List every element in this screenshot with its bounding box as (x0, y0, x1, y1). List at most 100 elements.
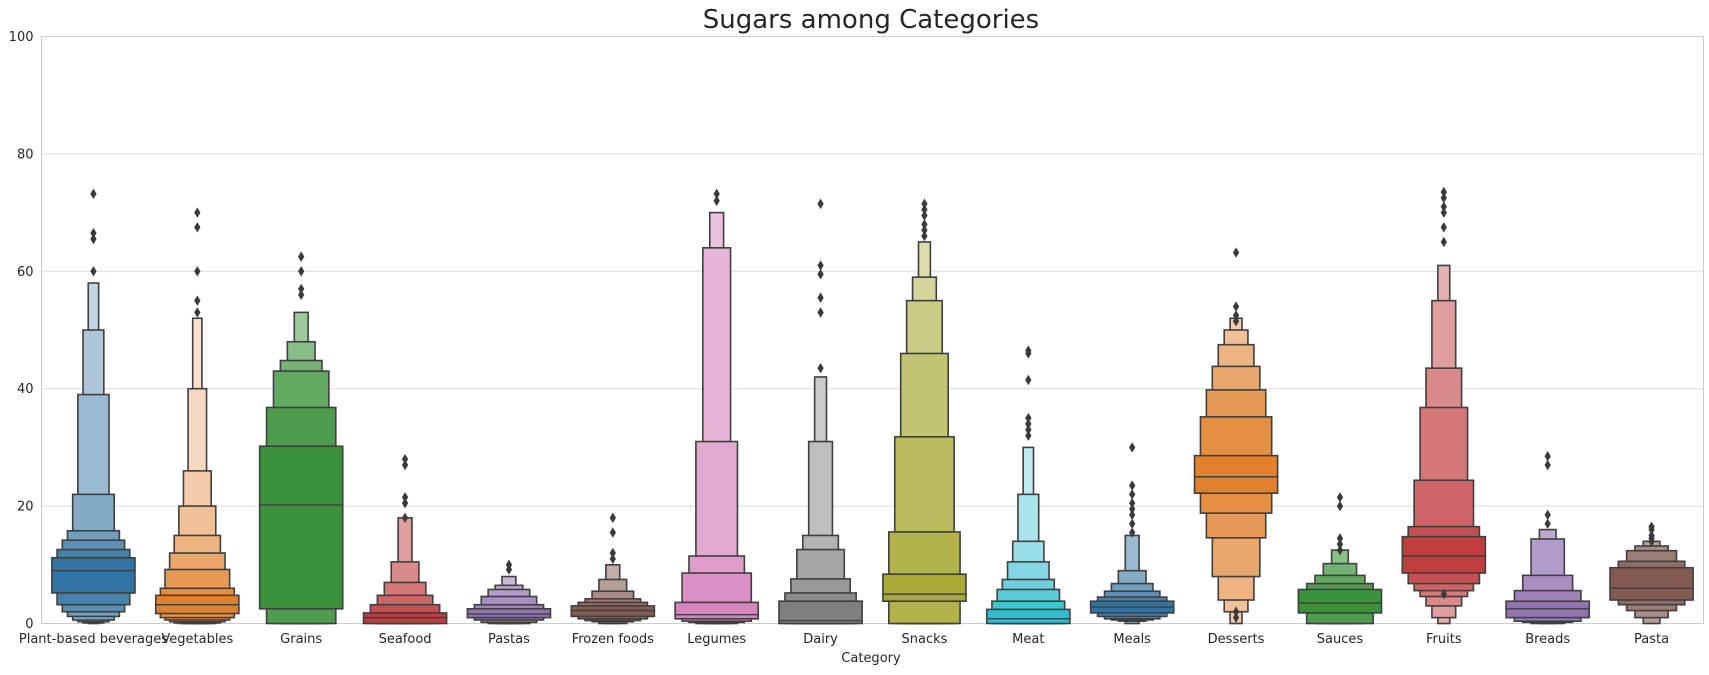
x-tick-label: Frozen foods (572, 632, 654, 647)
outlier-point (1544, 509, 1551, 521)
x-tick-label: Plant-based beverages (19, 632, 168, 647)
boxen-meat (985, 345, 1071, 625)
y-tick-label: 40 (17, 382, 34, 397)
outlier-point (1232, 612, 1240, 623)
outlier-point (1544, 459, 1551, 471)
boxen-box (1609, 566, 1694, 601)
x-tick-label: Sauces (1317, 632, 1364, 647)
boxen-fruits (1401, 186, 1487, 625)
x-tick-label: Snacks (901, 632, 947, 647)
outlier-point (817, 260, 824, 271)
boxen-box (1297, 588, 1383, 614)
y-tick-label: 0 (25, 617, 33, 632)
outlier-point (1336, 539, 1344, 550)
outlier-point (1025, 418, 1032, 430)
boxen-dairy (778, 198, 863, 625)
outlier-point (609, 547, 616, 559)
outlier-point (1232, 247, 1240, 258)
outlier-point (921, 230, 928, 242)
outlier-point (1336, 492, 1344, 503)
outlier-point (1129, 518, 1136, 529)
outlier-point (1025, 412, 1032, 424)
outlier-point (1129, 442, 1136, 453)
outlier-point (90, 227, 97, 239)
outlier-point (1025, 430, 1032, 441)
x-axis-label: Category (841, 651, 901, 666)
x-tick-label: Legumes (687, 632, 746, 647)
outlier-point (713, 195, 720, 207)
outlier-point (1129, 489, 1136, 500)
outlier-point (817, 198, 824, 209)
outlier-point (1544, 518, 1551, 529)
boxen-sauces (1297, 492, 1383, 625)
outlier-point (90, 266, 97, 277)
boxen-box (466, 608, 552, 619)
boxen-snacks (882, 198, 967, 625)
outlier-point (817, 307, 824, 318)
boxen-breads (1505, 451, 1591, 625)
outlier-point (1232, 301, 1240, 312)
outlier-point (1129, 509, 1136, 521)
outlier-point (298, 266, 305, 277)
boxen-box (882, 573, 967, 602)
outlier-point (1025, 424, 1032, 435)
outlier-point (194, 307, 201, 318)
plot-area-frame (41, 36, 1704, 624)
boxen-box (985, 608, 1071, 625)
x-tick-label: Dairy (803, 632, 838, 647)
y-tick-labels: 0 20 40 60 80 100 (9, 30, 34, 632)
chart-title: Sugars among Categories (703, 5, 1039, 35)
outlier-point (194, 207, 201, 218)
boxen-seafood (362, 453, 448, 625)
boxen-box (778, 600, 863, 625)
x-tick-label: Desserts (1208, 632, 1265, 647)
outlier-point (1232, 315, 1240, 327)
outlier-point (90, 233, 97, 245)
boxen-box (1193, 454, 1279, 494)
boxen-series (51, 186, 1694, 625)
boxen-frozen-foods (570, 512, 656, 625)
outlier-point (1648, 524, 1655, 535)
outlier-point (817, 362, 824, 374)
outlier-point (298, 251, 305, 262)
outlier-point (817, 292, 824, 303)
outlier-point (505, 564, 513, 575)
x-tick-label: Vegetables (161, 632, 233, 647)
outlier-point (1440, 222, 1447, 233)
outlier-point (1025, 374, 1032, 386)
boxen-plant-based-beverages (51, 188, 136, 625)
boxen-box (1401, 535, 1487, 574)
outlier-point (921, 198, 928, 209)
outlier-point (401, 459, 409, 471)
y-tick-label: 80 (17, 147, 34, 162)
outlier-point (921, 219, 928, 230)
outlier-point (1232, 606, 1240, 617)
outlier-point (921, 210, 928, 221)
outlier-point (1440, 207, 1447, 218)
outlier-point (401, 492, 409, 503)
outlier-point (194, 222, 201, 233)
x-tick-label: Pastas (488, 632, 530, 647)
boxen-grains (258, 251, 344, 625)
outlier-point (713, 188, 720, 200)
x-tick-label: Meat (1012, 632, 1044, 647)
outlier-point (1336, 544, 1344, 556)
boxen-box (258, 445, 344, 610)
x-tick-label: Meals (1113, 632, 1151, 647)
outlier-point (298, 289, 305, 300)
x-tick-label: Seafood (379, 632, 432, 647)
y-tick-label: 100 (9, 30, 34, 45)
outlier-point (1440, 186, 1447, 198)
outlier-point (1129, 480, 1136, 491)
outlier-point (1440, 201, 1447, 212)
outlier-point (298, 283, 305, 295)
boxen-desserts (1193, 247, 1279, 625)
boxen-vegetables (154, 207, 240, 625)
boxen-box (674, 601, 760, 620)
y-tick-label: 20 (17, 500, 34, 515)
x-tick-label: Breads (1525, 632, 1570, 647)
outlier-point (609, 527, 616, 538)
outlier-point (1440, 588, 1447, 600)
